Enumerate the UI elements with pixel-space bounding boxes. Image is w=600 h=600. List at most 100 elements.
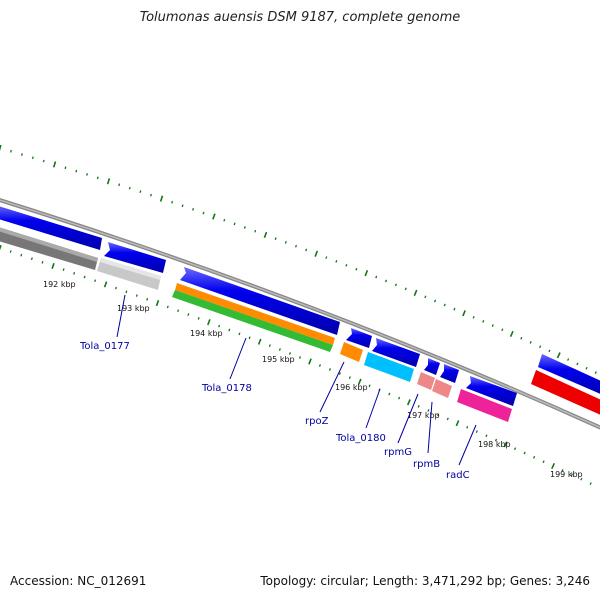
outer-tick-mark: [284, 241, 287, 244]
kbp-label: 194 kbp: [190, 329, 223, 338]
inner-tick-mark: [238, 332, 241, 336]
inner-tick-mark: [0, 244, 2, 251]
inner-tick-mark: [328, 368, 332, 371]
inner-tick-mark: [125, 290, 128, 294]
gene-bar-red[interactable]: [531, 370, 600, 419]
inner-tick-mark: [248, 336, 251, 340]
map-title: Tolumonas auensis DSM 9187, complete gen…: [139, 10, 461, 25]
inner-tick-mark: [268, 344, 271, 347]
outer-tick-mark: [212, 213, 216, 220]
forward-strand-features: [0, 205, 600, 406]
inner-tick-mark: [466, 426, 469, 429]
gene-label-tola-0180[interactable]: Tola_0180: [335, 433, 386, 444]
outer-tick-mark: [52, 161, 57, 168]
inner-tick-mark: [348, 376, 351, 379]
inner-tick-mark: [570, 473, 573, 477]
outer-tick-mark: [75, 169, 78, 173]
cds-arrow[interactable]: [180, 267, 340, 335]
inner-tick-mark: [187, 313, 190, 316]
outer-tick-mark: [556, 352, 561, 359]
inner-tick-mark: [406, 399, 411, 406]
kbp-label: 192 kbp: [43, 280, 76, 289]
inner-tick-mark: [9, 250, 12, 253]
gene-label-tola-0177[interactable]: Tola_0177: [79, 341, 130, 352]
outer-tick-mark: [223, 218, 226, 222]
kbp-label: 193 kbp: [117, 304, 150, 313]
gene-bar-magenta[interactable]: [457, 389, 512, 422]
inner-tick-mark: [542, 460, 545, 464]
gene-label-rpmg[interactable]: rpmG: [384, 447, 412, 458]
inner-tick-mark: [551, 462, 556, 470]
gene-bar-pink[interactable]: [417, 372, 435, 390]
accession-label: Accession: NC_012691: [10, 574, 147, 588]
outer-tick-mark: [128, 186, 131, 190]
gene-bar-orange-small[interactable]: [340, 342, 363, 362]
outer-tick-mark: [364, 270, 369, 277]
gene-bar-green[interactable]: [172, 290, 333, 352]
inner-tick-mark: [308, 358, 312, 365]
outer-tick-mark: [181, 204, 184, 208]
gene-bar-gray[interactable]: [0, 226, 98, 262]
outer-tick-mark: [96, 176, 99, 180]
gene-bar-pink[interactable]: [432, 379, 452, 398]
gene-features: [0, 226, 600, 422]
inner-tick-mark: [368, 384, 371, 388]
outer-tick-mark: [404, 287, 407, 291]
gene-bar-silver[interactable]: [97, 258, 161, 290]
gene-bar-orange[interactable]: [175, 283, 335, 345]
inner-tick-mark: [20, 253, 23, 257]
outer-tick-mark: [263, 231, 268, 238]
inner-tick-ring: [0, 244, 592, 485]
outer-tick-mark: [539, 345, 542, 349]
inner-tick-mark: [218, 324, 221, 328]
gene-bar-silver[interactable]: [100, 258, 161, 280]
outer-tick-mark: [314, 250, 319, 257]
inner-tick-mark: [388, 392, 391, 396]
outer-tick-mark: [305, 248, 308, 252]
kbp-label: 197 kbp: [407, 411, 440, 420]
inner-tick-mark: [318, 364, 322, 367]
outer-tick-mark: [594, 371, 597, 374]
inner-tick-mark: [580, 477, 583, 481]
gene-label-tola-0178[interactable]: Tola_0178: [201, 383, 252, 394]
outer-tick-mark: [413, 289, 418, 297]
gene-label-leaders: [116, 294, 477, 466]
outer-tick-mark: [202, 211, 205, 215]
inner-tick-mark: [30, 257, 33, 261]
inner-tick-mark: [437, 413, 440, 417]
gene-label-radc[interactable]: radC: [446, 470, 470, 481]
gene-bar-cyan[interactable]: [364, 352, 414, 382]
inner-tick-mark: [83, 275, 86, 279]
inner-tick-mark: [298, 356, 302, 359]
cds-arrow[interactable]: [538, 354, 600, 398]
inner-tick-mark: [135, 294, 138, 297]
cds-arrow[interactable]: [0, 205, 102, 250]
outer-tick-mark: [149, 193, 153, 197]
cds-arrow[interactable]: [466, 376, 517, 406]
outer-tick-mark: [509, 330, 514, 338]
outer-tick-mark: [139, 190, 142, 194]
cds-arrow[interactable]: [440, 364, 459, 383]
outer-tick-mark: [345, 263, 348, 267]
cds-arrow[interactable]: [372, 338, 420, 367]
inner-tick-mark: [494, 438, 498, 442]
gene-label-rpoz[interactable]: rpoZ: [305, 416, 329, 427]
outer-tick-mark: [453, 307, 456, 311]
inner-tick-mark: [155, 300, 160, 307]
inner-tick-mark: [73, 271, 76, 275]
inner-tick-mark: [475, 430, 478, 433]
gene-label-rpmb[interactable]: rpmB: [413, 459, 440, 470]
outer-tick-mark: [254, 229, 257, 233]
cds-arrow[interactable]: [104, 242, 166, 273]
cds-arrow[interactable]: [346, 328, 372, 348]
inner-tick-mark: [146, 297, 149, 301]
inner-tick-mark: [257, 338, 262, 345]
outer-tick-mark: [243, 226, 246, 229]
cds-arrow[interactable]: [424, 358, 440, 375]
outer-tick-mark: [491, 324, 494, 327]
inner-tick-mark: [398, 396, 401, 400]
outer-tick-mark: [274, 237, 277, 241]
inner-tick-mark: [533, 455, 536, 459]
kbp-label: 199 kbp: [550, 470, 583, 479]
outer-tick-mark: [86, 173, 89, 176]
